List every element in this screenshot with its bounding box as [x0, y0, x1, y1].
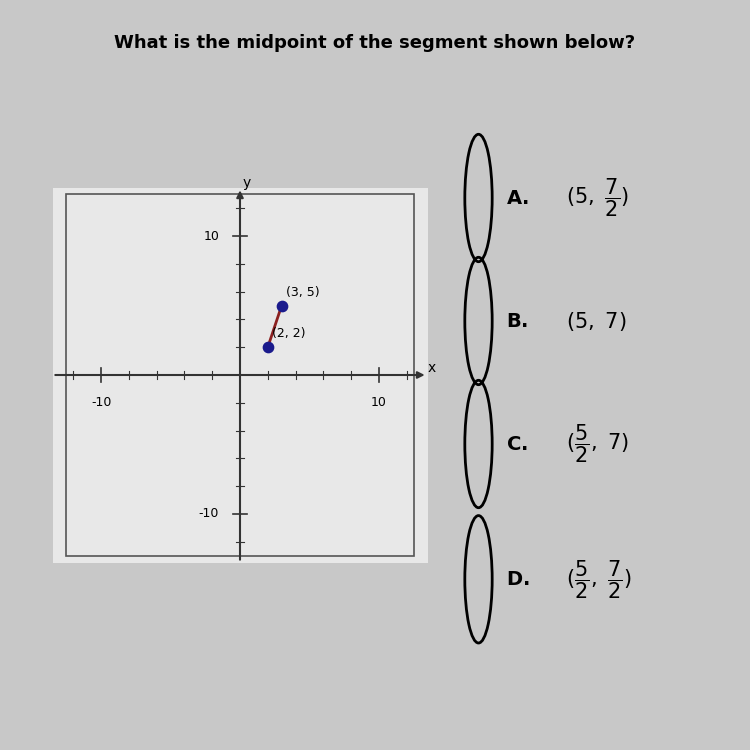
Text: 10: 10	[203, 230, 219, 242]
Text: What is the midpoint of the segment shown below?: What is the midpoint of the segment show…	[115, 34, 635, 52]
Text: $(5,\ \dfrac{7}{2})$: $(5,\ \dfrac{7}{2})$	[566, 177, 629, 219]
Point	[276, 299, 288, 311]
Text: x: x	[427, 361, 436, 375]
Text: -10: -10	[199, 508, 219, 520]
Text: (2, 2): (2, 2)	[272, 327, 305, 340]
Text: -10: -10	[91, 396, 111, 409]
Point	[262, 341, 274, 353]
Text: $\mathbf{D.}$: $\mathbf{D.}$	[506, 570, 530, 589]
Text: y: y	[243, 176, 251, 190]
Text: $(\dfrac{5}{2},\ 7)$: $(\dfrac{5}{2},\ 7)$	[566, 423, 629, 465]
Text: $(5,\ 7)$: $(5,\ 7)$	[566, 310, 627, 332]
Text: 10: 10	[371, 396, 387, 409]
Text: $\mathbf{C.}$: $\mathbf{C.}$	[506, 434, 528, 454]
Text: $(\dfrac{5}{2},\ \dfrac{7}{2})$: $(\dfrac{5}{2},\ \dfrac{7}{2})$	[566, 558, 632, 601]
Text: $\mathbf{B.}$: $\mathbf{B.}$	[506, 311, 529, 331]
Text: $\mathbf{A.}$: $\mathbf{A.}$	[506, 188, 529, 208]
Text: (3, 5): (3, 5)	[286, 286, 320, 298]
